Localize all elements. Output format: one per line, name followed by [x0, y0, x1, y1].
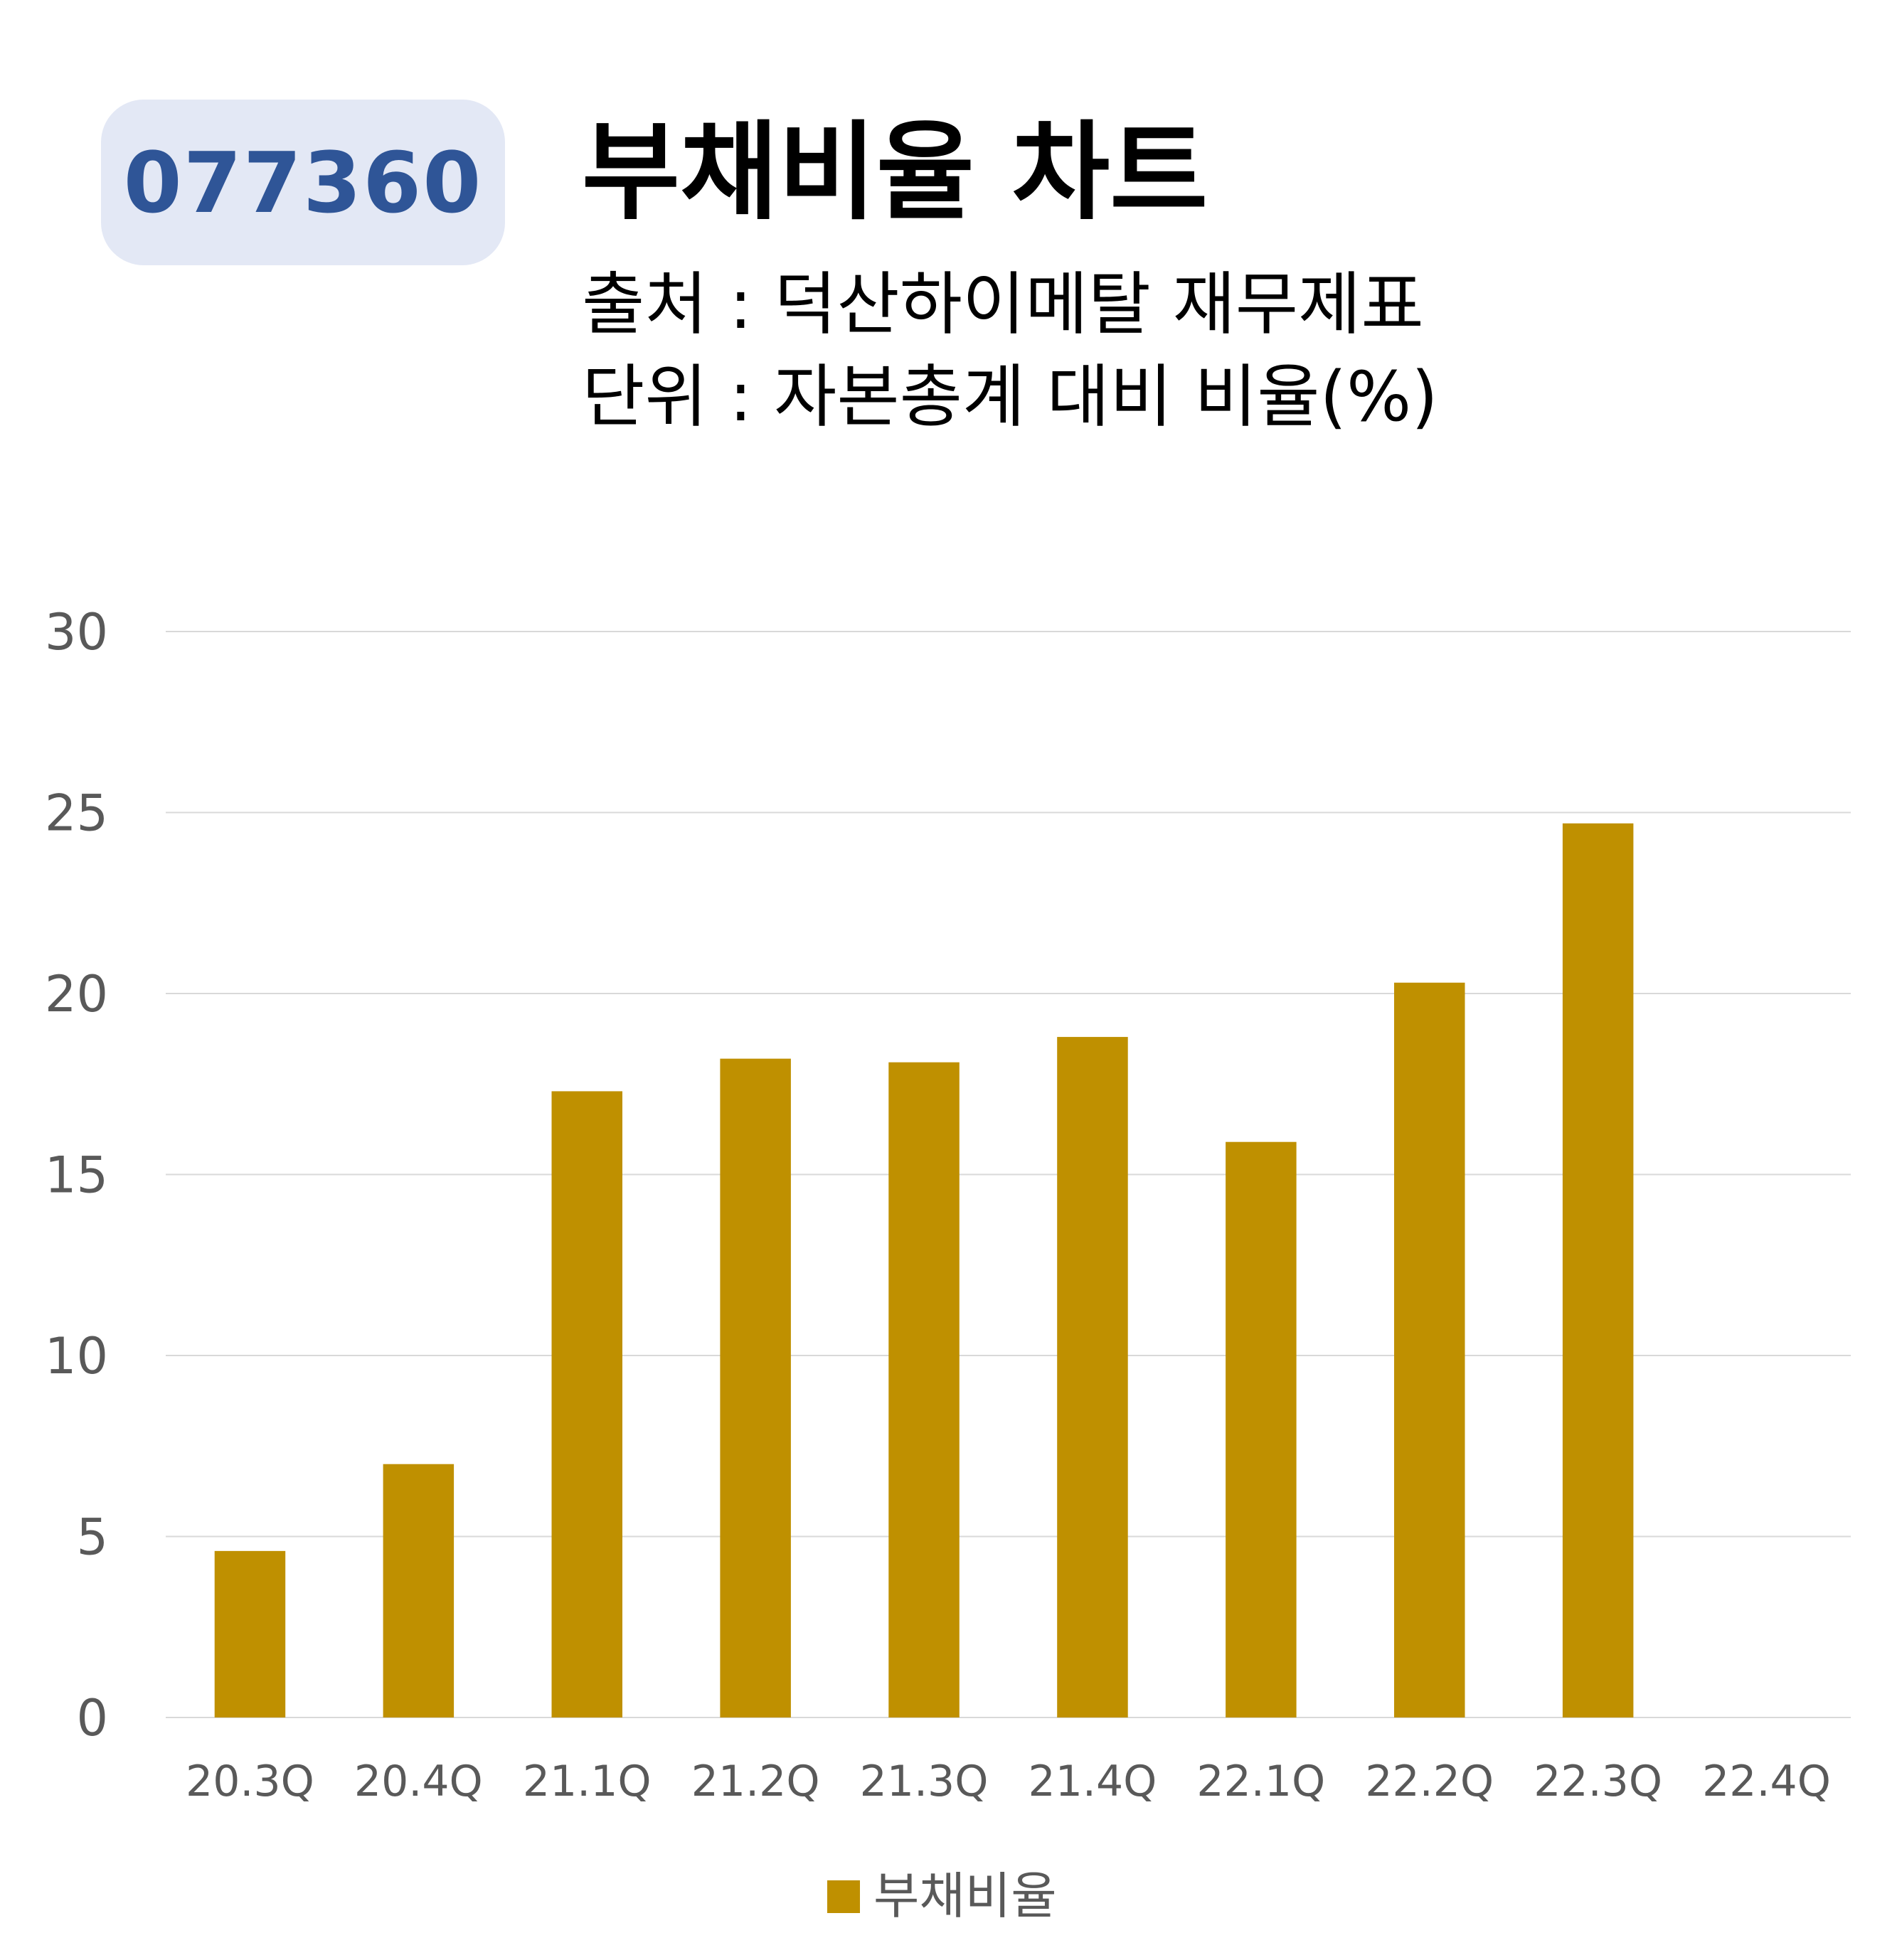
bars: [214, 823, 1634, 1717]
x-tick-label: 21.4Q: [1029, 1757, 1157, 1806]
bar: [720, 1058, 791, 1717]
bar: [1394, 982, 1465, 1717]
x-axis-ticks: 20.3Q 20.4Q 21.1Q 21.2Q 21.3Q 21.4Q 22.1Q 22.2Q…: [186, 1757, 1831, 1806]
x-tick-label: 22.4Q: [1702, 1757, 1831, 1806]
x-tick-label: 21.2Q: [691, 1757, 820, 1806]
bar: [888, 1062, 960, 1717]
y-axis-ticks: 0 5 10 15 20 25 30: [45, 603, 108, 1747]
x-tick-label: 22.3Q: [1534, 1757, 1662, 1806]
legend: 부채비율: [827, 1867, 1057, 1925]
chart-title: 부채비율 차트: [582, 111, 1208, 235]
y-tick-label: 5: [76, 1508, 108, 1567]
bar: [383, 1464, 455, 1717]
y-tick-label: 15: [45, 1146, 108, 1205]
x-tick-label: 21.3Q: [860, 1757, 989, 1806]
x-tick-label: 21.1Q: [523, 1757, 652, 1806]
stock-code: 077360: [123, 133, 483, 232]
y-tick-label: 30: [45, 603, 108, 661]
bar: [1057, 1037, 1128, 1717]
x-tick-label: 20.4Q: [354, 1757, 483, 1806]
y-tick-label: 25: [45, 784, 108, 843]
bar: [1226, 1141, 1297, 1717]
chart-unit: 단위 : 자본총계 대비 비율(%): [582, 357, 1438, 437]
y-tick-label: 20: [45, 965, 108, 1023]
x-tick-label: 22.2Q: [1365, 1757, 1494, 1806]
y-tick-label: 10: [45, 1327, 108, 1385]
x-tick-label: 22.1Q: [1196, 1757, 1325, 1806]
x-tick-label: 20.3Q: [186, 1757, 314, 1806]
legend-swatch: [827, 1880, 860, 1913]
bar: [214, 1550, 286, 1717]
y-tick-label: 0: [76, 1689, 108, 1747]
stock-code-badge: 077360: [101, 100, 505, 265]
legend-label: 부채비율: [873, 1867, 1057, 1925]
bar: [551, 1091, 622, 1717]
chart-source: 출처 : 덕산하이메탈 재무제표: [582, 265, 1424, 344]
bar: [1562, 823, 1634, 1717]
